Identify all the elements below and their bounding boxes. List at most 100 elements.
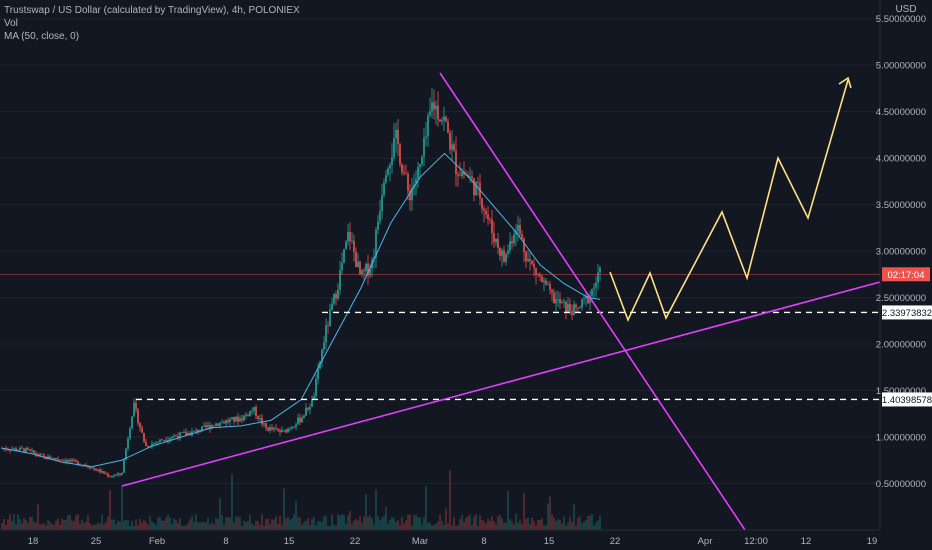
candle-body	[175, 435, 177, 437]
volume-bar	[231, 474, 233, 530]
candle-body	[61, 459, 63, 461]
candle-body	[309, 406, 311, 410]
candle-body	[27, 447, 29, 450]
candle-body	[591, 288, 593, 296]
ma-label: MA (50, close, 0)	[4, 31, 80, 42]
volume-bar	[201, 522, 203, 530]
volume-bar	[535, 525, 537, 530]
volume-bar	[589, 515, 591, 530]
volume-bar	[367, 516, 369, 530]
candle-body	[31, 450, 33, 452]
y-tick-label: 4.00000000	[876, 154, 926, 165]
candle-body	[181, 432, 183, 434]
chart-legend: Trustswap / US Dollar (calculated by Tra…	[4, 4, 300, 43]
volume-bar	[459, 519, 461, 530]
volume-bar	[31, 517, 33, 530]
volume-bar	[51, 524, 53, 530]
volume-bar	[397, 520, 399, 530]
volume-bar	[525, 518, 527, 530]
candle-body	[529, 259, 531, 261]
volume-bar	[335, 525, 337, 530]
volume-bar	[193, 522, 195, 530]
volume-bar	[359, 516, 361, 530]
volume-bar	[511, 521, 513, 530]
candle-body	[567, 304, 569, 313]
volume-bar	[179, 518, 181, 530]
volume-bar	[597, 520, 599, 530]
candle-body	[119, 473, 121, 475]
candle-body	[7, 449, 9, 451]
candle-body	[521, 234, 523, 239]
candle-body	[369, 268, 371, 276]
candle-body	[383, 182, 385, 196]
volume-bar	[563, 516, 565, 530]
candle-body	[283, 429, 285, 431]
volume-bar	[5, 525, 7, 530]
volume-bar	[265, 519, 267, 530]
volume-bar	[107, 516, 109, 530]
candle-body	[587, 295, 589, 304]
candle-body	[511, 241, 513, 244]
candle-body	[123, 459, 125, 473]
candle-body	[423, 137, 425, 157]
candle-body	[321, 349, 323, 362]
candle-body	[517, 224, 519, 232]
volume-bar	[87, 515, 89, 530]
volume-bar	[109, 490, 111, 530]
volume-bar	[543, 525, 545, 530]
volume-bar	[41, 524, 43, 530]
volume-bar	[271, 519, 273, 530]
volume-bar	[255, 520, 257, 530]
candle-body	[459, 175, 461, 177]
candle-body	[229, 419, 231, 422]
volume-bar	[433, 524, 435, 530]
candle-body	[249, 410, 251, 416]
candle-body	[335, 293, 337, 299]
volume-bar	[219, 497, 221, 530]
volume-bar	[175, 519, 177, 530]
volume-bar	[239, 517, 241, 530]
volume-bar	[279, 515, 281, 530]
candle-body	[583, 298, 585, 300]
candle-body	[95, 468, 97, 471]
level-label: 1.40398578	[882, 395, 932, 406]
candle-body	[169, 438, 171, 440]
volume-bar	[205, 522, 207, 530]
volume-bar	[9, 514, 11, 530]
volume-bar	[249, 514, 251, 530]
volume-bar	[375, 489, 377, 530]
volume-bar	[263, 525, 265, 530]
candle-body	[323, 342, 325, 350]
volume-bar	[243, 520, 245, 530]
candle-body	[97, 469, 99, 471]
volume-bar	[13, 514, 15, 530]
x-tick-label: Apr	[698, 536, 713, 547]
candle-body	[367, 263, 369, 276]
candle-body	[177, 436, 179, 439]
volume-bar	[127, 520, 129, 530]
volume-bar	[401, 516, 403, 530]
candle-body	[77, 461, 79, 465]
x-tick-label: 22	[350, 536, 361, 547]
volume-bar	[65, 520, 67, 530]
candle-body	[419, 164, 421, 167]
candle-body	[219, 422, 221, 426]
candle-body	[385, 174, 387, 183]
volume-bar	[431, 525, 433, 530]
candle-body	[399, 144, 401, 165]
volume-bar	[33, 521, 35, 530]
volume-bar	[581, 523, 583, 530]
candle-body	[513, 234, 515, 244]
volume-bar	[221, 515, 223, 530]
volume-bar	[137, 525, 139, 530]
candle-body	[541, 276, 543, 283]
volume-bar	[23, 517, 25, 530]
volume-bar	[55, 520, 57, 530]
candle-body	[475, 182, 477, 196]
volume-bar	[169, 517, 171, 530]
x-axis: 18 25 Feb 8 15 22 Mar 8 15 22 Apr 12:00 12 19	[0, 529, 880, 547]
candle-body	[89, 467, 91, 469]
candle-body	[347, 231, 349, 242]
candle-body	[545, 280, 547, 285]
